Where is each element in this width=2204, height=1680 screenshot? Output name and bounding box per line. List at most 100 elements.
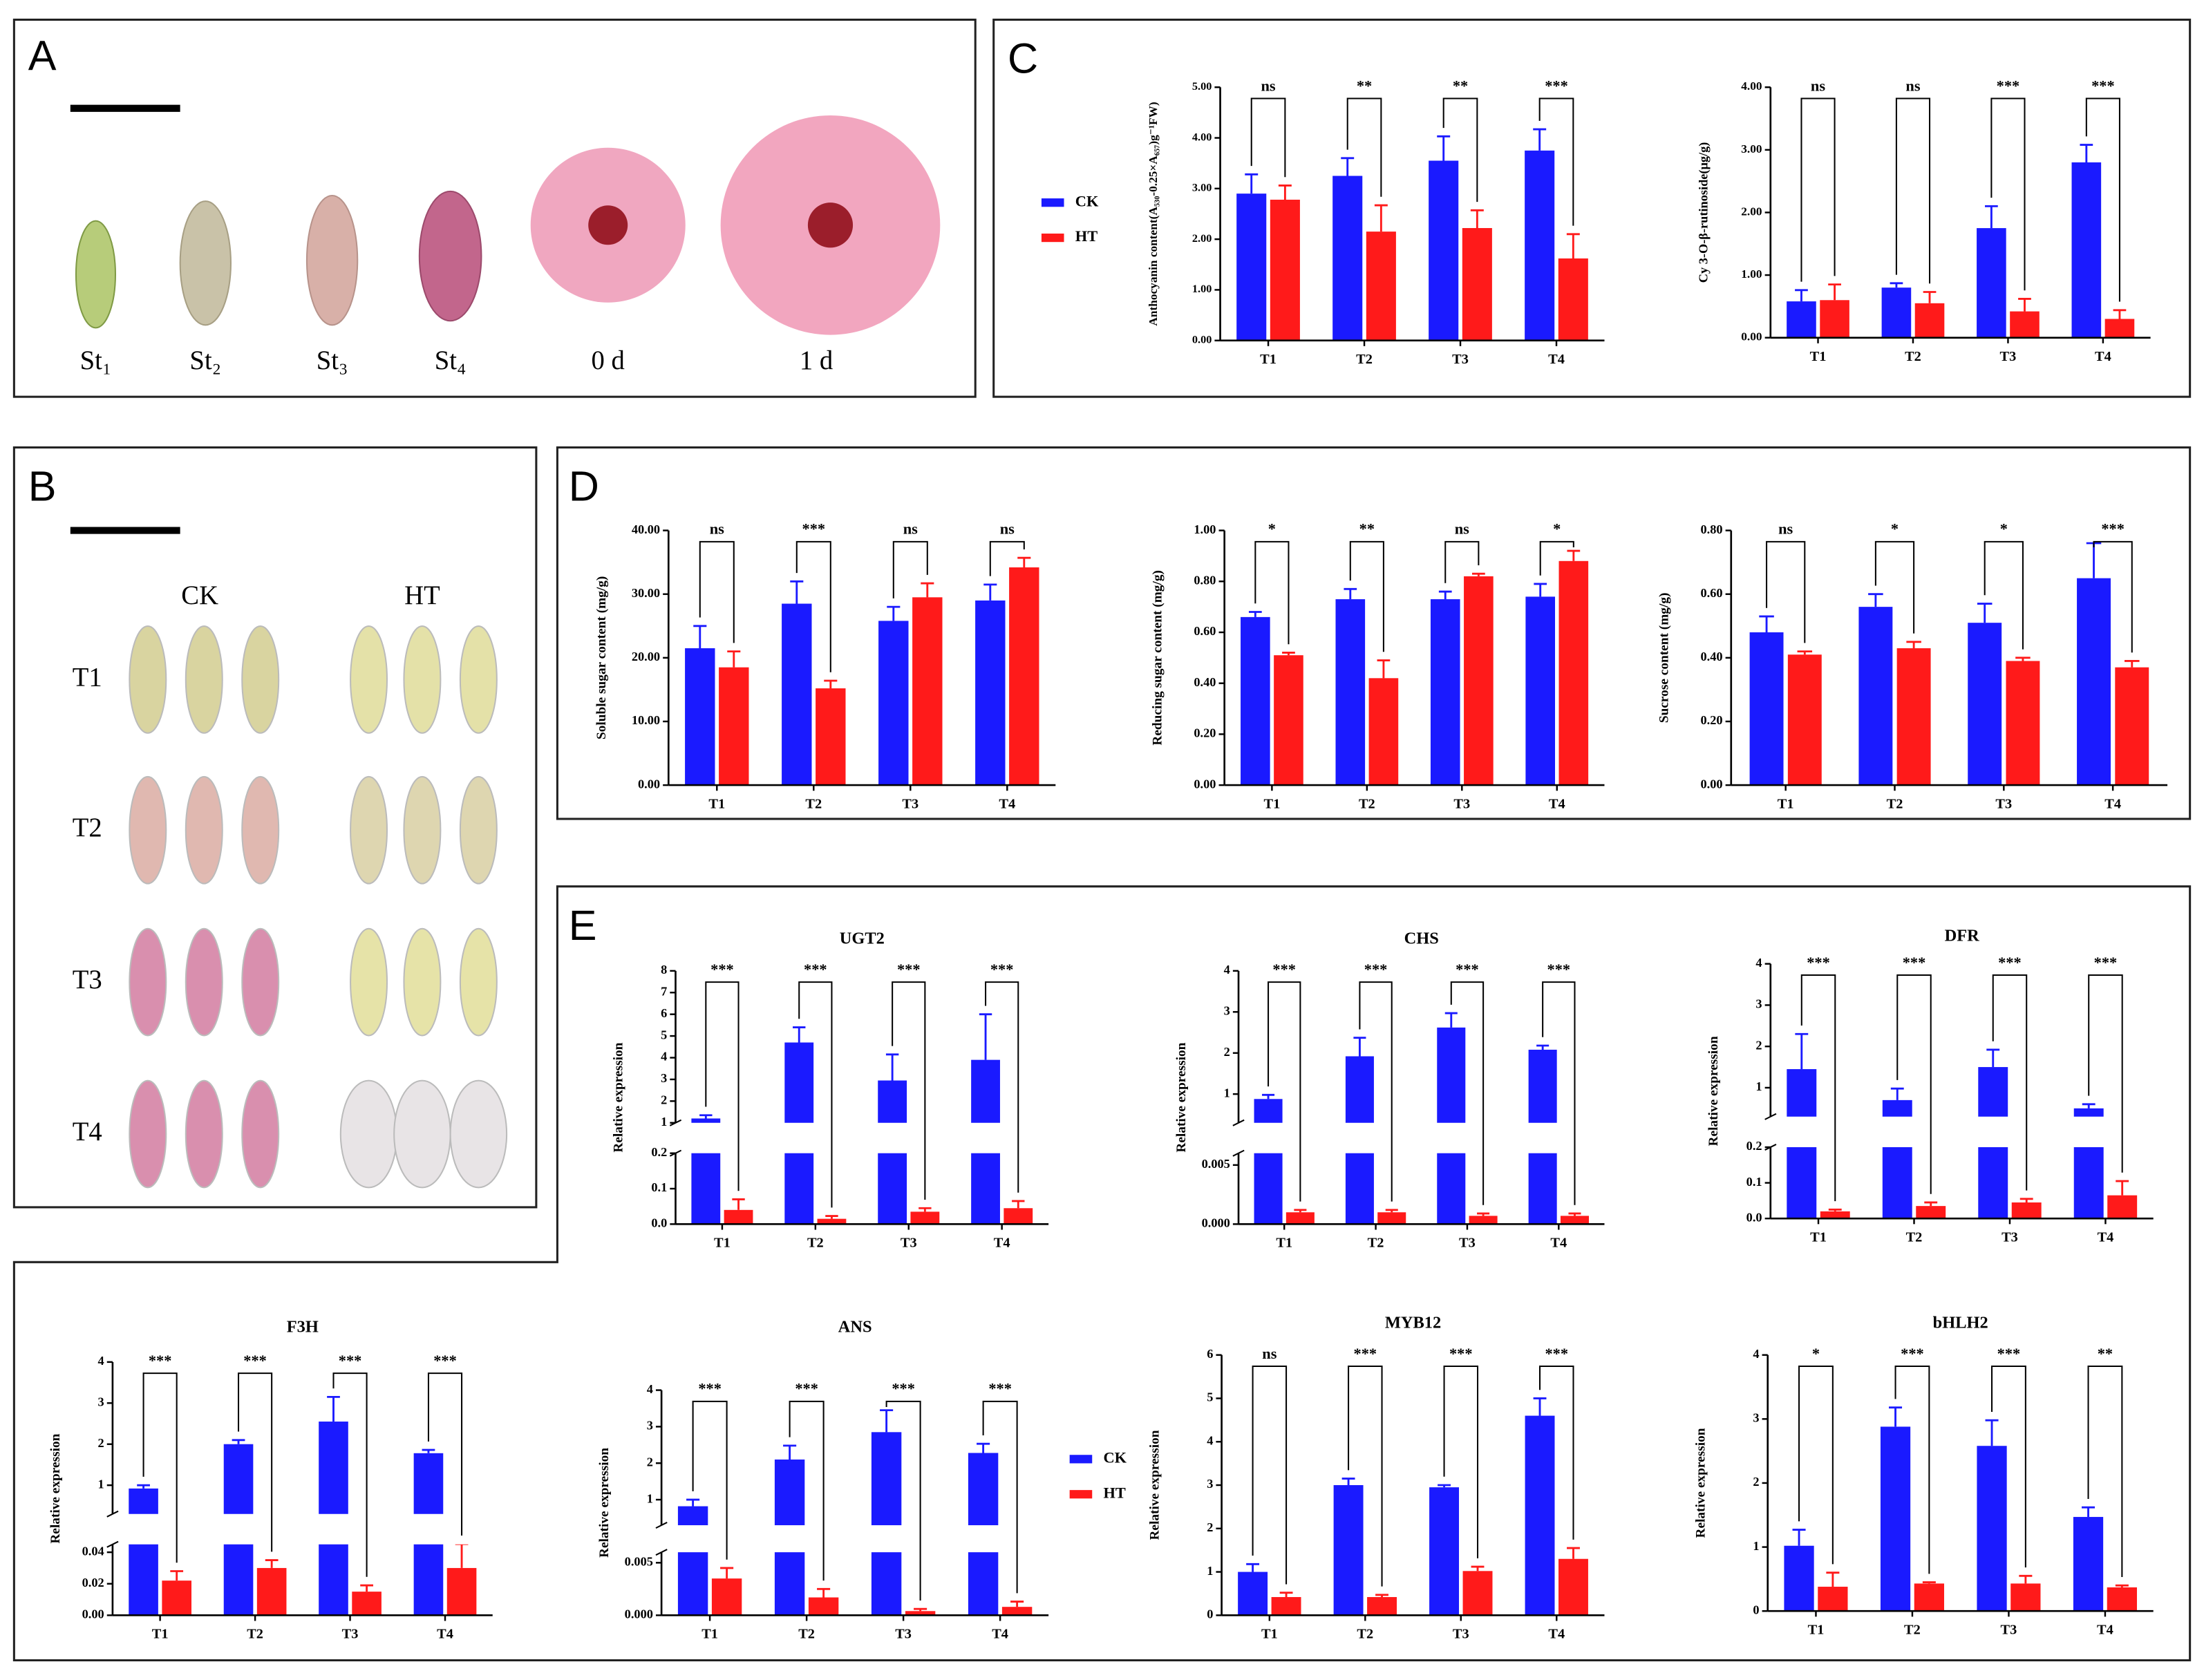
y-tick-label: 0.0 <box>1746 1210 1762 1224</box>
error-bar <box>1924 1201 1938 1207</box>
petal <box>129 927 167 1037</box>
bar <box>1429 160 1459 341</box>
bar-chart: 0.00 10.00 20.00 30.00 40.00 T1 T2 T3 T4 Soluble … <box>594 520 1056 811</box>
significance-bracket <box>1349 540 1384 652</box>
significance-label: ns <box>1778 520 1793 538</box>
significance-label: * <box>1812 1345 1820 1362</box>
stage-labels: St₁ St₂ St₃ St₄ 0 d 1 d <box>80 346 833 375</box>
error-bar <box>793 1026 806 1043</box>
significance-bracket <box>985 981 1019 1193</box>
x-tick-label: T4 <box>2098 1229 2114 1245</box>
significance-label: ns <box>903 520 918 538</box>
error-bar <box>455 1542 469 1568</box>
error-bar <box>327 1395 340 1422</box>
petal <box>403 625 442 734</box>
y-tick-label: 2 <box>1755 1038 1762 1052</box>
significance-bracket <box>1346 97 1382 197</box>
error-bar <box>983 583 997 601</box>
x-tick-label: T4 <box>992 1627 1008 1642</box>
bar <box>1236 194 1267 341</box>
error-bar <box>1759 615 1774 632</box>
bar <box>816 688 846 786</box>
y-tick-label: 2 <box>1753 1475 1759 1489</box>
bar <box>1749 632 1784 786</box>
y-tick-label: 1 <box>1755 1079 1762 1093</box>
legend-label: HT <box>1104 1484 1126 1501</box>
error-bar <box>1353 1037 1366 1057</box>
error-bar <box>1890 1087 1904 1100</box>
x-tick-label: T2 <box>1356 352 1373 367</box>
significance-bracket <box>989 540 1025 576</box>
bar <box>1270 199 1300 341</box>
bar <box>1525 1415 1555 1616</box>
bar <box>2010 311 2040 338</box>
y-tick-label: 0.2 <box>651 1145 667 1159</box>
y-tick-label: 3 <box>1207 1477 1213 1491</box>
error-bar <box>1984 205 1998 229</box>
x-tick-label: T1 <box>714 1236 731 1251</box>
petals <box>129 625 508 1189</box>
significance-label: ns <box>1262 1345 1277 1362</box>
bar <box>1787 654 1822 786</box>
significance-label: ns <box>1811 77 1825 94</box>
significance-bracket <box>1443 1365 1479 1558</box>
significance-bracket <box>692 1400 728 1560</box>
bar <box>1558 258 1588 341</box>
bar <box>905 1611 936 1616</box>
significance-bracket <box>1990 97 2026 291</box>
error-bar <box>720 1567 734 1579</box>
bar <box>1977 228 2006 338</box>
bar <box>1820 300 1849 338</box>
y-tick-label: 4.00 <box>1741 79 1762 93</box>
bar <box>1977 1446 2007 1612</box>
bar-chart: 0.000 0.005 1 2 3 4 T1 T2 T3 T4 Relative expressio… <box>1174 929 1606 1251</box>
error-bar <box>1471 572 1485 576</box>
bar <box>1004 1208 1033 1225</box>
x-tick-label: T3 <box>1459 1236 1476 1251</box>
bar <box>1367 1596 1397 1616</box>
x-tick-label: T4 <box>2104 796 2121 811</box>
bar <box>1820 1211 1850 1219</box>
x-tick-label: T3 <box>2001 1622 2017 1637</box>
bar <box>1881 287 1912 338</box>
treatment-label: HT <box>404 581 440 610</box>
y-tick-label: 2 <box>1224 1045 1230 1059</box>
significance-label: *** <box>1272 961 1296 978</box>
bar <box>2115 667 2149 786</box>
x-tick-label: T4 <box>999 796 1015 811</box>
bar <box>677 1506 708 1616</box>
significance-label: *** <box>1998 954 2022 971</box>
significance-label: ** <box>2098 1345 2113 1362</box>
panel-label: B <box>28 463 57 510</box>
error-bar <box>232 1439 245 1444</box>
x-tick-label: T4 <box>1550 1236 1567 1251</box>
y-tick-label: 0.00 <box>1701 777 1723 791</box>
significance-bracket <box>2087 1365 2123 1577</box>
error-bar <box>1341 1478 1355 1486</box>
petal <box>459 927 498 1037</box>
y-tick-label: 0.2 <box>1746 1139 1762 1153</box>
y-tick-label: 1.00 <box>1194 522 1216 536</box>
bar <box>1525 150 1555 341</box>
y-tick-label: 4 <box>661 1050 667 1064</box>
bar <box>724 1209 753 1225</box>
frame-d <box>556 446 2192 820</box>
x-tick-label: T1 <box>1810 1229 1827 1245</box>
petal <box>185 1079 223 1189</box>
y-tick-label: 0.80 <box>1194 573 1216 587</box>
error-bar <box>2113 309 2127 319</box>
bar <box>1880 1426 1911 1612</box>
chart-title: ANS <box>838 1318 872 1337</box>
y-axis-label: Relative expression <box>597 1448 612 1558</box>
significance-label: *** <box>1807 954 1830 971</box>
error-bar <box>1438 590 1452 600</box>
significance-bracket <box>885 1400 921 1601</box>
error-bar <box>1248 611 1262 617</box>
significance-label: *** <box>1547 961 1571 978</box>
legend-label: CK <box>1104 1448 1127 1466</box>
error-bar <box>790 580 804 604</box>
panel-frames <box>12 18 2192 1662</box>
y-tick-label: 0.40 <box>1194 675 1216 689</box>
petal <box>129 1079 167 1189</box>
y-tick-label: 4 <box>647 1382 653 1396</box>
